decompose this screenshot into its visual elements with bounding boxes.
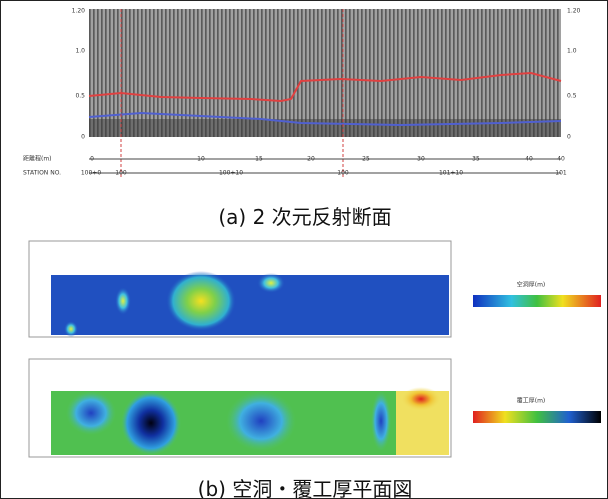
distance-tick: 40	[525, 156, 533, 163]
thin-zone	[226, 391, 296, 451]
y-tick-label: 1.20	[567, 8, 581, 15]
y-tick-label: 0.5	[567, 93, 577, 100]
station-tick: 100	[337, 170, 349, 177]
figure-graphics: 1.20 1.0 0.5 0 1.20 1.0 0.5 0 距離程(m) STATION NO. 0…	[1, 1, 607, 498]
distance-tick: 0	[90, 156, 94, 163]
thin-zone	[121, 391, 181, 455]
y-tick-label: 0	[81, 134, 85, 141]
axis-label: STATION NO.	[23, 170, 61, 177]
station-tick: 101	[555, 170, 567, 177]
thick-zone	[401, 387, 441, 411]
distance-tick: 35	[472, 156, 480, 163]
legend-bar	[473, 295, 601, 307]
legend-title: 空洞厚(m)	[517, 281, 546, 289]
thin-zone	[66, 391, 116, 435]
y-tick-label: 0	[567, 134, 571, 141]
distance-tick: 20	[307, 156, 315, 163]
void-map	[51, 275, 449, 335]
void-zone	[64, 321, 78, 337]
station-tick: 101+10	[439, 170, 463, 177]
y-tick-label: 1.0	[75, 48, 85, 55]
radargram-band	[89, 119, 561, 137]
y-tick-label: 1.20	[72, 8, 86, 15]
axis-label: 距離程(m)	[23, 155, 52, 163]
radargram	[89, 9, 561, 137]
station-tick: 100	[115, 170, 127, 177]
distance-tick: 25	[362, 156, 370, 163]
caption: (a) 2 次元反射断面	[1, 201, 608, 230]
caption: (b) 空洞・覆工厚平面図	[1, 473, 608, 499]
distance-tick: 30	[417, 156, 425, 163]
legend-title: 覆工厚(m)	[517, 398, 546, 405]
y-tick-label: 0.5	[75, 93, 85, 100]
station-tick: 100+0	[81, 170, 101, 177]
legend-bar	[473, 411, 601, 423]
distance-tick: 15	[255, 156, 263, 163]
figure-page: 1.20 1.0 0.5 0 1.20 1.0 0.5 0 距離程(m) STATION NO. 0…	[0, 0, 608, 499]
y-tick-label: 1.0	[567, 48, 577, 55]
void-zone	[257, 273, 285, 293]
void-zone	[166, 271, 236, 331]
distance-tick: 10	[197, 156, 205, 163]
distance-tick: 40	[557, 156, 565, 163]
thin-zone	[371, 391, 391, 451]
station-tick: 100+10	[219, 170, 243, 177]
void-zone	[115, 287, 131, 315]
